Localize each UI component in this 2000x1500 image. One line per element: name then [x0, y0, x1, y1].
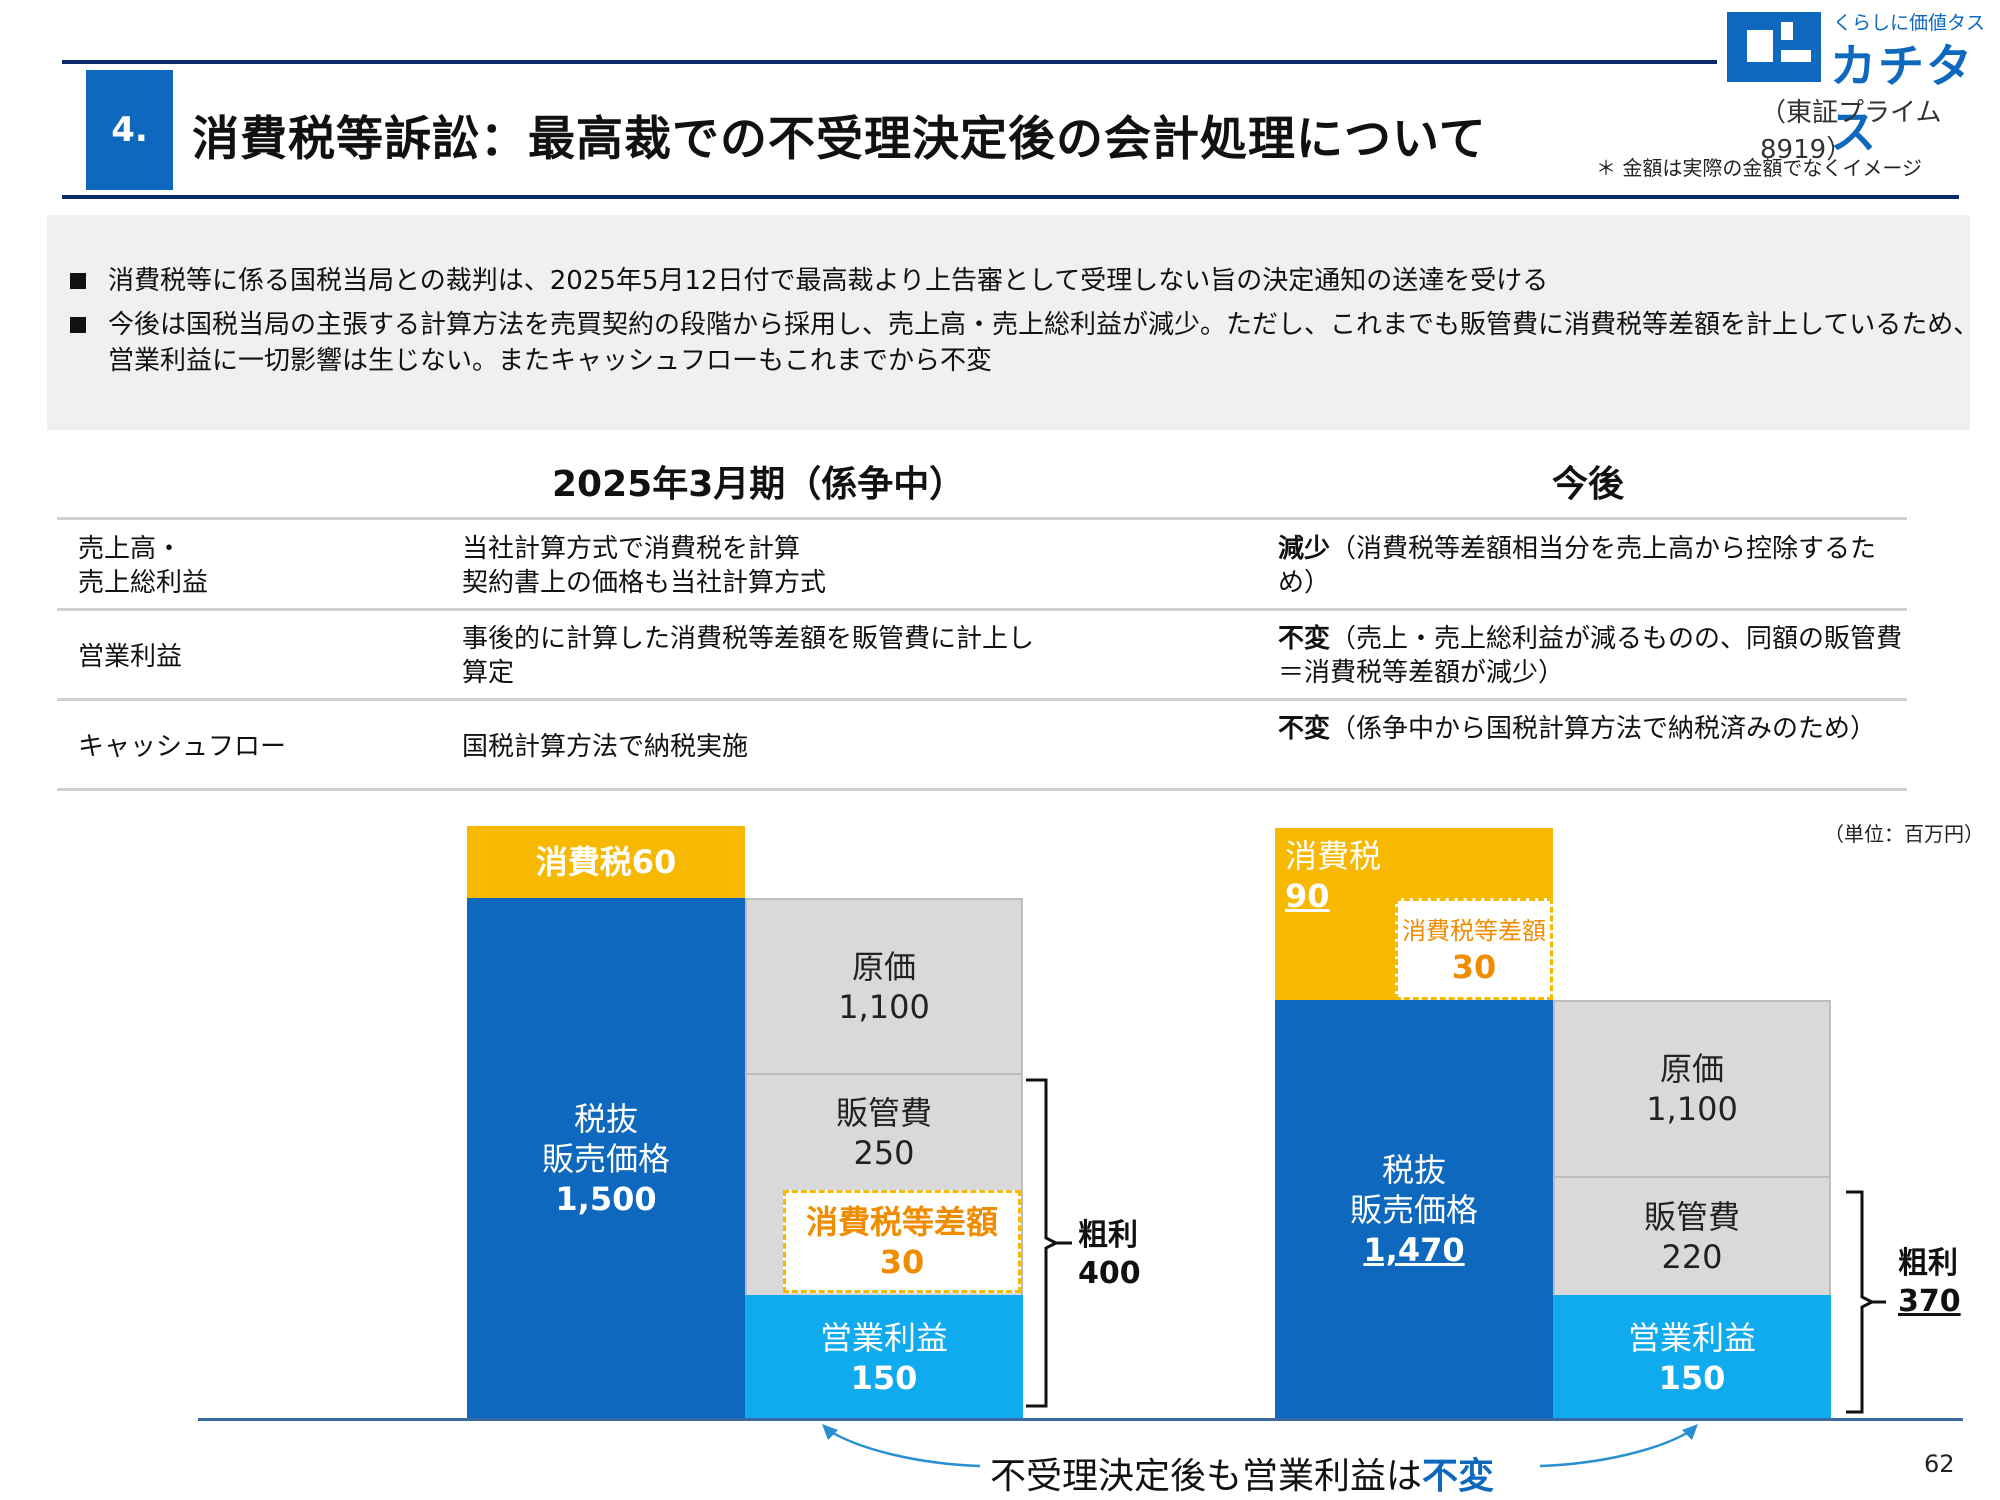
left-cost-block: 原価 1,100 [745, 898, 1023, 1073]
katitas-logo-icon [1727, 12, 1821, 82]
unit-label: （単位：百万円） [1824, 822, 1984, 846]
bullet-square-icon [70, 273, 86, 289]
left-operating-profit-block: 営業利益 150 [745, 1295, 1023, 1420]
right-sga-block: 販管費 220 [1553, 1176, 1831, 1295]
section-number: 4. [86, 70, 173, 190]
left-gross-profit-bracket-icon [1026, 1078, 1072, 1408]
right-tax-difference-block: 消費税等差額 30 [1395, 898, 1553, 1000]
header-bottom-rule [62, 195, 1959, 199]
amount-note: ＊ 金額は実際の金額でなくイメージ [1596, 156, 1922, 180]
right-operating-profit-block: 営業利益 150 [1553, 1295, 1831, 1420]
chart-baseline [198, 1418, 1963, 1421]
logo-name: カチタス [1830, 39, 1974, 159]
bottom-message: 不受理決定後も営業利益は不変 [990, 1456, 1495, 1497]
table-divider [57, 608, 1907, 611]
right-gross-profit-bracket-icon [1846, 1190, 1886, 1414]
row-current-sales: 当社計算方式で消費税を計算 契約書上の価格も当社計算方式 [462, 534, 827, 598]
row-current-cashflow: 国税計算方法で納税実施 [462, 732, 749, 762]
row-label-sales: 売上高・ 売上総利益 [78, 534, 209, 598]
page-number: 62 [1924, 1450, 1955, 1478]
row-future-cashflow: 不変（係争中から国税計算方法で納税済みのため） [1278, 714, 1877, 744]
page-title: 消費税等訴訟：最高裁での不受理決定後の会計処理について [192, 112, 1487, 167]
row-current-operating-profit: 事後的に計算した消費税等差額を販管費に計上し 算定 [462, 624, 1035, 688]
left-price-block: 税抜 販売価格 1,500 [467, 898, 745, 1420]
table-divider [57, 788, 1907, 791]
right-cost-block: 原価 1,100 [1553, 1000, 1831, 1176]
bullet-square-icon [70, 317, 86, 333]
left-tax-difference-block: 消費税等差額 30 [783, 1190, 1021, 1293]
left-gross-profit-label: 粗利 400 [1078, 1218, 1141, 1291]
right-gross-profit-label: 粗利 370 [1898, 1246, 1961, 1319]
table-divider [57, 517, 1907, 520]
left-consumption-tax-block: 消費税60 [467, 826, 745, 898]
header-top-rule [62, 60, 1717, 64]
row-future-sales: 減少（消費税等差額相当分を売上高から控除するため） [1278, 534, 1877, 598]
table-divider [57, 698, 1907, 701]
right-price-block: 税抜 販売価格 1,470 [1275, 1000, 1553, 1420]
column-header-current: 2025年3月期（係争中） [552, 464, 966, 505]
row-label-cashflow: キャッシュフロー [78, 732, 287, 762]
row-label-operating-profit: 営業利益 [78, 642, 183, 672]
summary-box: 消費税等に係る国税当局との裁判は、2025年5月12日付で最高裁より上告審として… [47, 215, 1979, 430]
logo-ticker: （東証プライム8919） [1760, 98, 1942, 165]
unchanged-arrows-icon [822, 1424, 1698, 1468]
column-header-future: 今後 [1552, 464, 1625, 505]
row-future-operating-profit: 不変（売上・売上総利益が減るものの、同額の販管費＝消費税等差額が減少） [1278, 624, 1903, 688]
logo-tagline: くらしに価値タス [1833, 12, 1986, 34]
